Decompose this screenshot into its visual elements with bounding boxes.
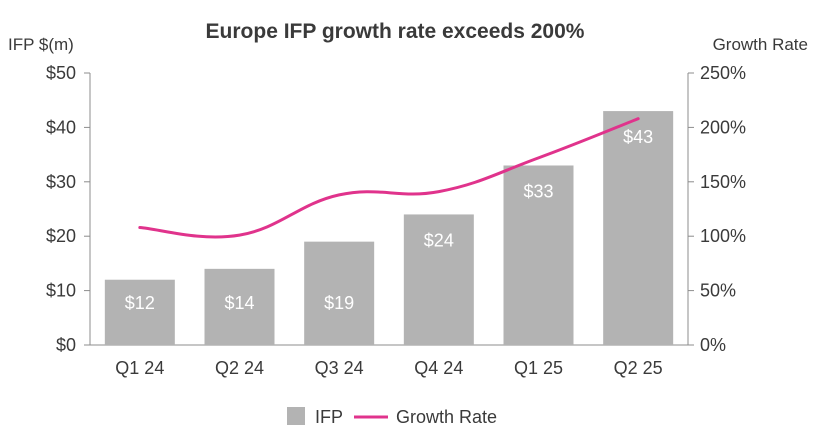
legend-swatch-ifp xyxy=(287,407,305,425)
y-tick-left-label: $20 xyxy=(46,226,76,246)
x-tick-label: Q1 24 xyxy=(115,358,164,378)
axes: $0 $10 $20 $30 $40 $50 0% 50% 100% 150% 200% 250% Q1… xyxy=(46,63,746,378)
bar xyxy=(503,165,574,345)
y-tick-right-label: 250% xyxy=(700,63,746,83)
bar-data-label: $43 xyxy=(623,127,653,147)
bar-data-label: $33 xyxy=(523,181,553,201)
y-tick-right-label: 200% xyxy=(700,117,746,137)
y-tick-left-label: $0 xyxy=(56,335,76,355)
y-axis-left-title: IFP $(m) xyxy=(8,35,74,54)
legend-label-growth-rate: Growth Rate xyxy=(396,407,497,427)
y-tick-left-label: $30 xyxy=(46,172,76,192)
bar xyxy=(304,241,375,345)
y-tick-right-label: 50% xyxy=(700,281,736,301)
growth-rate-line xyxy=(138,117,640,239)
bars-group xyxy=(104,111,674,345)
bar xyxy=(603,111,674,345)
bar-data-label: $24 xyxy=(424,230,454,250)
x-tick-label: Q3 24 xyxy=(315,358,364,378)
bar xyxy=(104,279,175,345)
y-axis-right-title: Growth Rate xyxy=(713,35,808,54)
y-tick-left-label: $40 xyxy=(46,117,76,137)
legend-label-ifp: IFP xyxy=(315,407,343,427)
bar xyxy=(403,214,474,345)
x-tick-label: Q2 24 xyxy=(215,358,264,378)
y-tick-left-label: $50 xyxy=(46,63,76,83)
x-tick-label: Q4 24 xyxy=(414,358,463,378)
bar xyxy=(204,268,275,345)
bar-data-label: $12 xyxy=(125,293,155,313)
bar-data-label: $19 xyxy=(324,293,354,313)
y-tick-left-label: $10 xyxy=(46,281,76,301)
y-tick-right-label: 0% xyxy=(700,335,726,355)
growth-line-group: $12 $14 $19 $24 $33 $43 xyxy=(125,117,653,313)
x-tick-label: Q2 25 xyxy=(614,358,663,378)
y-tick-right-label: 150% xyxy=(700,172,746,192)
legend: IFP Growth Rate xyxy=(287,407,497,427)
bar-data-label: $14 xyxy=(224,293,254,313)
y-tick-right-label: 100% xyxy=(700,226,746,246)
x-tick-label: Q1 25 xyxy=(514,358,563,378)
chart-title: Europe IFP growth rate exceeds 200% xyxy=(206,20,585,43)
